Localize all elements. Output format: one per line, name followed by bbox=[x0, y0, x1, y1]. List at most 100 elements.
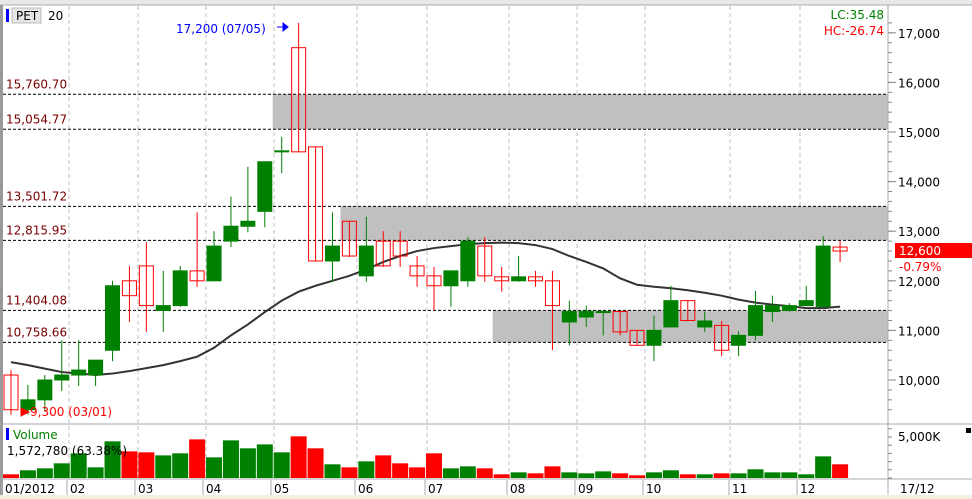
last-price-label: 12,600 bbox=[899, 244, 941, 258]
x-tick-label: 09 bbox=[578, 482, 593, 496]
volume-bar bbox=[155, 455, 172, 478]
volume-bar bbox=[544, 466, 561, 478]
candle-body bbox=[443, 270, 459, 287]
candle-body bbox=[731, 334, 747, 346]
candles bbox=[3, 22, 848, 415]
candle-body bbox=[3, 374, 19, 411]
volume-value: 1,572,780 (63.38%) bbox=[7, 444, 127, 458]
volume-bar bbox=[256, 444, 273, 478]
candle-body bbox=[477, 245, 493, 277]
volume-bar bbox=[172, 453, 189, 478]
candle-body bbox=[88, 359, 104, 376]
candle-body bbox=[578, 311, 594, 318]
volume-bar bbox=[832, 464, 849, 478]
volume-bar bbox=[561, 472, 578, 478]
x-tick-label: 07 bbox=[428, 482, 443, 496]
level-lines: 15,760.70 15,054.77 13,501.72 12,815.95 11,4… bbox=[3, 77, 888, 343]
candle-body bbox=[392, 240, 408, 257]
level-label: 12,815.95 bbox=[6, 223, 67, 237]
x-tick-label: 08 bbox=[510, 482, 525, 496]
zone-band bbox=[340, 206, 888, 241]
candle-body bbox=[426, 275, 442, 287]
x-tick-label: 03 bbox=[138, 482, 153, 496]
volume-bar bbox=[206, 457, 223, 478]
volume-bar bbox=[442, 468, 459, 478]
volume-bar bbox=[459, 466, 476, 478]
x-tick-label: 06 bbox=[358, 482, 373, 496]
zone-band bbox=[492, 310, 888, 343]
volume-bar bbox=[189, 439, 206, 478]
volume-bar bbox=[781, 472, 798, 478]
volume-bar bbox=[409, 467, 426, 478]
y-tick-label: 15,000 bbox=[898, 126, 940, 140]
volume-bar bbox=[19, 470, 36, 478]
volume-title: Volume bbox=[13, 428, 58, 442]
volume-bar bbox=[713, 473, 730, 478]
volume-bar bbox=[358, 461, 375, 478]
volume-bar bbox=[375, 455, 392, 478]
volume-bar bbox=[36, 468, 53, 478]
candle-body bbox=[714, 324, 730, 351]
volume-bars bbox=[3, 436, 849, 478]
candle-body bbox=[832, 246, 848, 252]
volume-bar bbox=[290, 436, 307, 478]
volume-bar bbox=[815, 456, 832, 478]
hc-label: HC:-26.74 bbox=[824, 24, 884, 38]
last-price-badge bbox=[895, 243, 972, 258]
volume-bar bbox=[747, 469, 764, 478]
x-tick-label: 01/2012 bbox=[5, 482, 55, 496]
candle-body bbox=[54, 374, 70, 381]
volume-marker bbox=[6, 428, 9, 440]
date-axis[interactable]: 01/2012 02 03 04 05 06 07 08 09 10 11 12 bbox=[1, 480, 815, 496]
candle-body bbox=[528, 276, 544, 282]
level-label: 11,404.08 bbox=[6, 293, 67, 307]
y-tick-label: 12,000 bbox=[898, 275, 940, 289]
x-tick-label: 10 bbox=[646, 482, 661, 496]
volume-bar bbox=[493, 474, 510, 478]
candle-body bbox=[121, 280, 137, 297]
change-label: -0.79% bbox=[899, 260, 941, 274]
low-annotation: 9,300 (03/01) bbox=[30, 405, 112, 419]
period-label: 20 bbox=[48, 9, 63, 23]
candle-body bbox=[629, 329, 645, 346]
volume-bar bbox=[645, 472, 662, 478]
volume-bar bbox=[426, 453, 442, 478]
volume-bar bbox=[121, 451, 138, 478]
candle-body bbox=[172, 270, 188, 307]
price-axis[interactable]: 10,000 11,000 12,000 13,000 14,000 15,000 16,0… bbox=[888, 22, 940, 479]
candle-body bbox=[71, 369, 87, 376]
candle-body bbox=[697, 320, 713, 328]
top-border bbox=[0, 0, 972, 5]
x-tick-label: 11 bbox=[732, 482, 747, 496]
candle-body bbox=[494, 276, 510, 282]
volume-bar bbox=[273, 452, 290, 478]
candle-body bbox=[747, 305, 763, 336]
volume-bar bbox=[138, 452, 155, 478]
candle-body bbox=[595, 311, 611, 314]
candle-body bbox=[257, 161, 273, 212]
lc-label: LC:35.48 bbox=[831, 8, 884, 22]
panel-close-icon[interactable] bbox=[966, 428, 971, 433]
candle-body bbox=[409, 265, 425, 277]
candle-body bbox=[274, 150, 290, 153]
y-tick-label: 10,000 bbox=[898, 374, 940, 388]
level-label: 15,054.77 bbox=[6, 112, 67, 126]
candle-body bbox=[20, 399, 36, 411]
candle-body bbox=[105, 285, 121, 351]
candle-body bbox=[240, 220, 256, 227]
date-label-right: 17/12 bbox=[900, 482, 935, 496]
volume-bar bbox=[476, 468, 493, 478]
volume-bar bbox=[527, 473, 544, 478]
ma-line bbox=[10, 241, 841, 377]
candle-body bbox=[37, 379, 53, 401]
candle-body bbox=[561, 311, 577, 323]
volume-bar bbox=[53, 463, 70, 478]
candle-body bbox=[511, 276, 527, 282]
y-tick-label: 16,000 bbox=[898, 76, 940, 90]
candle-body bbox=[189, 270, 205, 282]
candle-body bbox=[358, 245, 374, 277]
volume-bar bbox=[578, 473, 595, 478]
support-resistance-zones bbox=[272, 94, 889, 343]
symbol-button[interactable] bbox=[11, 7, 42, 24]
